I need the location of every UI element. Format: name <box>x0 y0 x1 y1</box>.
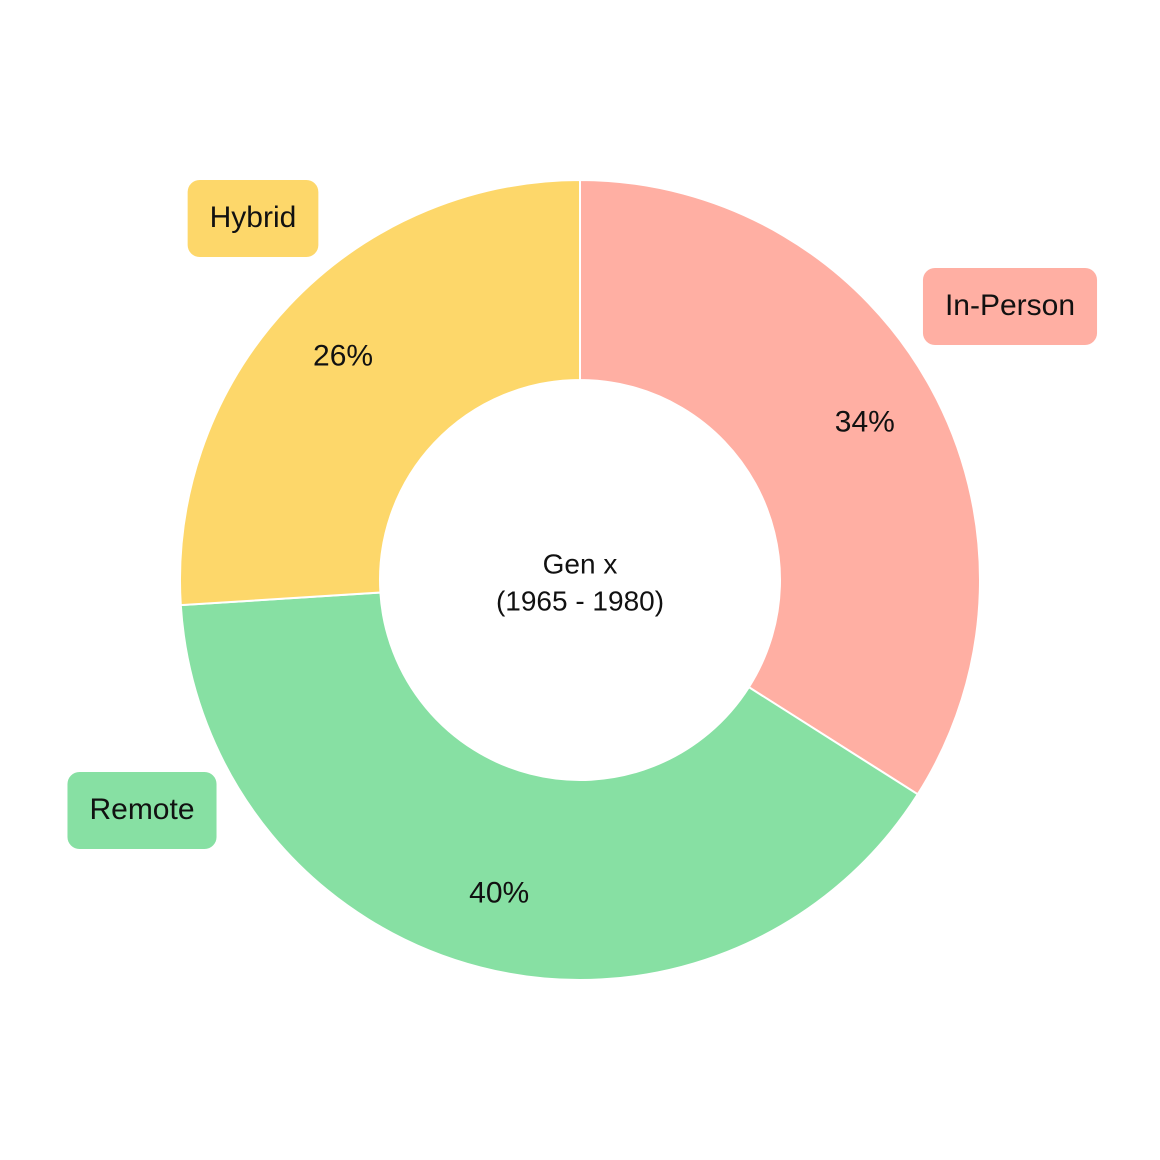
donut-slice <box>579 178 981 796</box>
value-label: 34% <box>835 405 895 438</box>
category-box <box>67 772 217 849</box>
slices <box>179 178 981 981</box>
donut-slice <box>179 591 920 981</box>
value-label: 26% <box>313 339 373 372</box>
category-label: Remote <box>89 793 194 826</box>
labels: 34% In-Person 40% Remote 26% Hybrid <box>67 180 1098 910</box>
category-label: In-Person <box>945 289 1075 322</box>
category-box <box>922 268 1098 345</box>
category-box <box>187 180 319 257</box>
center-label: (1965 - 1980) <box>496 585 664 616</box>
donut-slice <box>179 178 581 607</box>
category-label: Hybrid <box>210 201 297 234</box>
center-label: Gen x <box>543 548 618 579</box>
value-label: 40% <box>469 877 529 910</box>
